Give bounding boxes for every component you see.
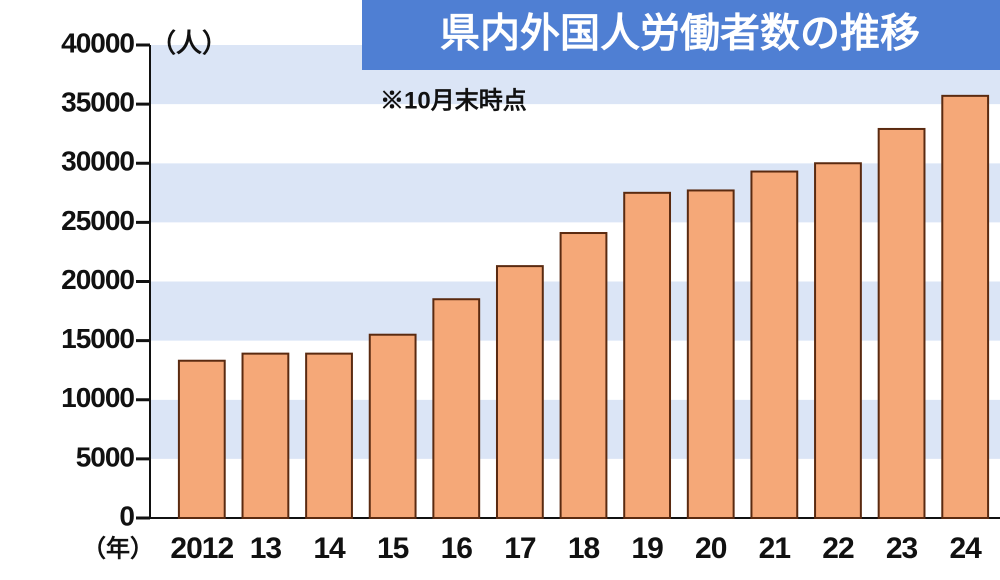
bar xyxy=(559,232,608,520)
x-tick-label: 16 xyxy=(441,532,473,565)
bar xyxy=(623,191,672,519)
y-tick-label: 20000 xyxy=(61,264,134,295)
grid-stripe xyxy=(150,163,1000,223)
y-tick-label: 25000 xyxy=(61,205,134,236)
y-unit: （人） xyxy=(150,28,228,58)
bar xyxy=(877,127,926,520)
x-unit: （年） xyxy=(82,534,154,562)
bar xyxy=(368,333,417,519)
x-tick-label: 24 xyxy=(950,532,983,565)
x-tick-label: 22 xyxy=(822,532,854,565)
y-tick-label: 35000 xyxy=(61,87,134,118)
x-tick-label: 23 xyxy=(886,532,918,565)
x-tick-label: 13 xyxy=(250,532,282,565)
bar xyxy=(814,162,862,519)
bar xyxy=(686,189,735,519)
y-tick-label: 30000 xyxy=(61,146,134,177)
x-tick-label: 15 xyxy=(377,532,409,565)
y-tick-label: 5000 xyxy=(76,441,135,472)
bar xyxy=(305,352,353,519)
x-tick-label: 19 xyxy=(631,532,663,565)
bar xyxy=(241,352,290,519)
bar xyxy=(432,298,481,519)
y-tick-label: 15000 xyxy=(61,323,134,354)
x-tick-label: 14 xyxy=(313,532,346,565)
x-tick-label: 17 xyxy=(504,532,536,565)
x-tick-label: 21 xyxy=(759,532,791,565)
bar xyxy=(177,359,226,520)
bar xyxy=(750,170,799,519)
grid-stripe xyxy=(150,104,1000,164)
chart-subtitle: ※10月末時点 xyxy=(380,87,527,114)
bar xyxy=(941,94,990,519)
y-tick-label: 10000 xyxy=(61,382,134,413)
x-tick-label: 18 xyxy=(568,532,600,565)
x-tick-label: 20 xyxy=(695,532,727,565)
bar xyxy=(495,265,544,519)
chart-title: 県内外国人労働者数の推移 xyxy=(440,12,920,56)
x-tick-label: 2012 xyxy=(170,532,233,565)
title-box xyxy=(362,0,1000,70)
y-tick-label: 40000 xyxy=(61,27,134,58)
y-tick-label: 0 xyxy=(119,500,134,531)
